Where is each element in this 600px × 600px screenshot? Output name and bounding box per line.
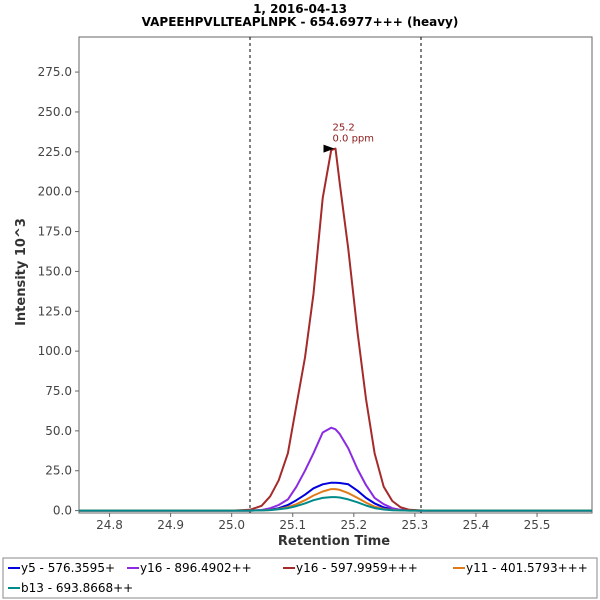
x-tick-label: 25.1 [279,518,306,532]
series-lines [79,147,592,512]
y-tick-label: 175.0 [38,225,72,239]
integration-boundaries [249,37,422,513]
y-tick-label: 0.0 [53,504,72,518]
x-tick-label: 24.8 [96,518,123,532]
x-tick-label: 25.0 [218,518,245,532]
y-tick-label: 100.0 [38,344,72,358]
peak-marker [323,144,335,153]
legend-items: y5 - 576.3595+ y16 - 896.4902++ y16 - 597.… [8,561,588,595]
y-tick-label: 225.0 [38,145,72,159]
x-tick-label: 25.5 [524,518,551,532]
x-axis: 24.8 24.9 25.0 25.1 25.2 25.3 25.4 25.5 [96,513,550,532]
y-tick-label: 250.0 [38,105,72,119]
x-axis-label: Retention Time [278,534,390,549]
peak-annotation-label: 0.0 ppm [333,134,375,145]
legend-entry[interactable]: y16 - 896.4902++ [140,561,252,575]
y-tick-label: 50.0 [45,424,72,438]
x-tick-label: 25.4 [463,518,490,532]
plot-area [78,36,593,514]
y-tick-label: 275.0 [38,65,72,79]
x-tick-label: 25.2 [340,518,367,532]
y-axis: 0.0 25.0 50.0 75.0 100.0 125.0 150.0 175.0 200.0… [38,65,79,518]
y-tick-label: 200.0 [38,185,72,199]
x-tick-label: 24.9 [157,518,184,532]
y-tick-label: 125.0 [38,304,72,318]
legend-entry[interactable]: y16 - 597.9959+++ [296,561,418,575]
legend-entry[interactable]: b13 - 693.8668++ [21,581,133,595]
peak-annotation-label: 25.2 [333,123,355,134]
series-line [79,496,592,512]
peak-annotation: 25.20.0 ppm [323,123,375,153]
legend [2,557,598,599]
legend-entry[interactable]: y5 - 576.3595+ [21,561,115,575]
y-axis-label: Intensity 10^3 [14,218,29,326]
chart-title: 1, 2016-04-13 [253,2,347,16]
x-tick-label: 25.3 [402,518,429,532]
y-tick-label: 150.0 [38,264,72,278]
y-tick-label: 75.0 [45,384,72,398]
chart-subtitle: VAPEEHPVLLTEAPLNPK - 654.6977+++ (heavy) [142,15,459,29]
y-tick-label: 25.0 [45,464,72,478]
legend-entry[interactable]: y11 - 401.5793+++ [466,561,588,575]
